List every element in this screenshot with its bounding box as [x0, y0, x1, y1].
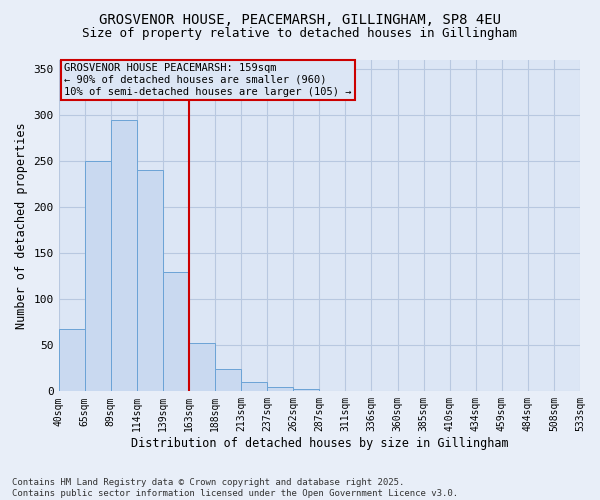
- Y-axis label: Number of detached properties: Number of detached properties: [15, 122, 28, 329]
- X-axis label: Distribution of detached houses by size in Gillingham: Distribution of detached houses by size …: [131, 437, 508, 450]
- Bar: [59, 328, 85, 392]
- Bar: [111, 120, 137, 392]
- Bar: [189, 344, 215, 392]
- Text: GROSVENOR HOUSE, PEACEMARSH, GILLINGHAM, SP8 4EU: GROSVENOR HOUSE, PEACEMARSH, GILLINGHAM,…: [99, 12, 501, 26]
- Bar: [241, 382, 267, 392]
- Text: Size of property relative to detached houses in Gillingham: Size of property relative to detached ho…: [83, 28, 517, 40]
- Bar: [137, 170, 163, 392]
- Bar: [215, 369, 241, 392]
- Bar: [267, 386, 293, 392]
- Bar: [293, 390, 319, 392]
- Text: GROSVENOR HOUSE PEACEMARSH: 159sqm
← 90% of detached houses are smaller (960)
10: GROSVENOR HOUSE PEACEMARSH: 159sqm ← 90%…: [64, 64, 352, 96]
- Text: Contains HM Land Registry data © Crown copyright and database right 2025.
Contai: Contains HM Land Registry data © Crown c…: [12, 478, 458, 498]
- Bar: [85, 161, 111, 392]
- Bar: [163, 272, 189, 392]
